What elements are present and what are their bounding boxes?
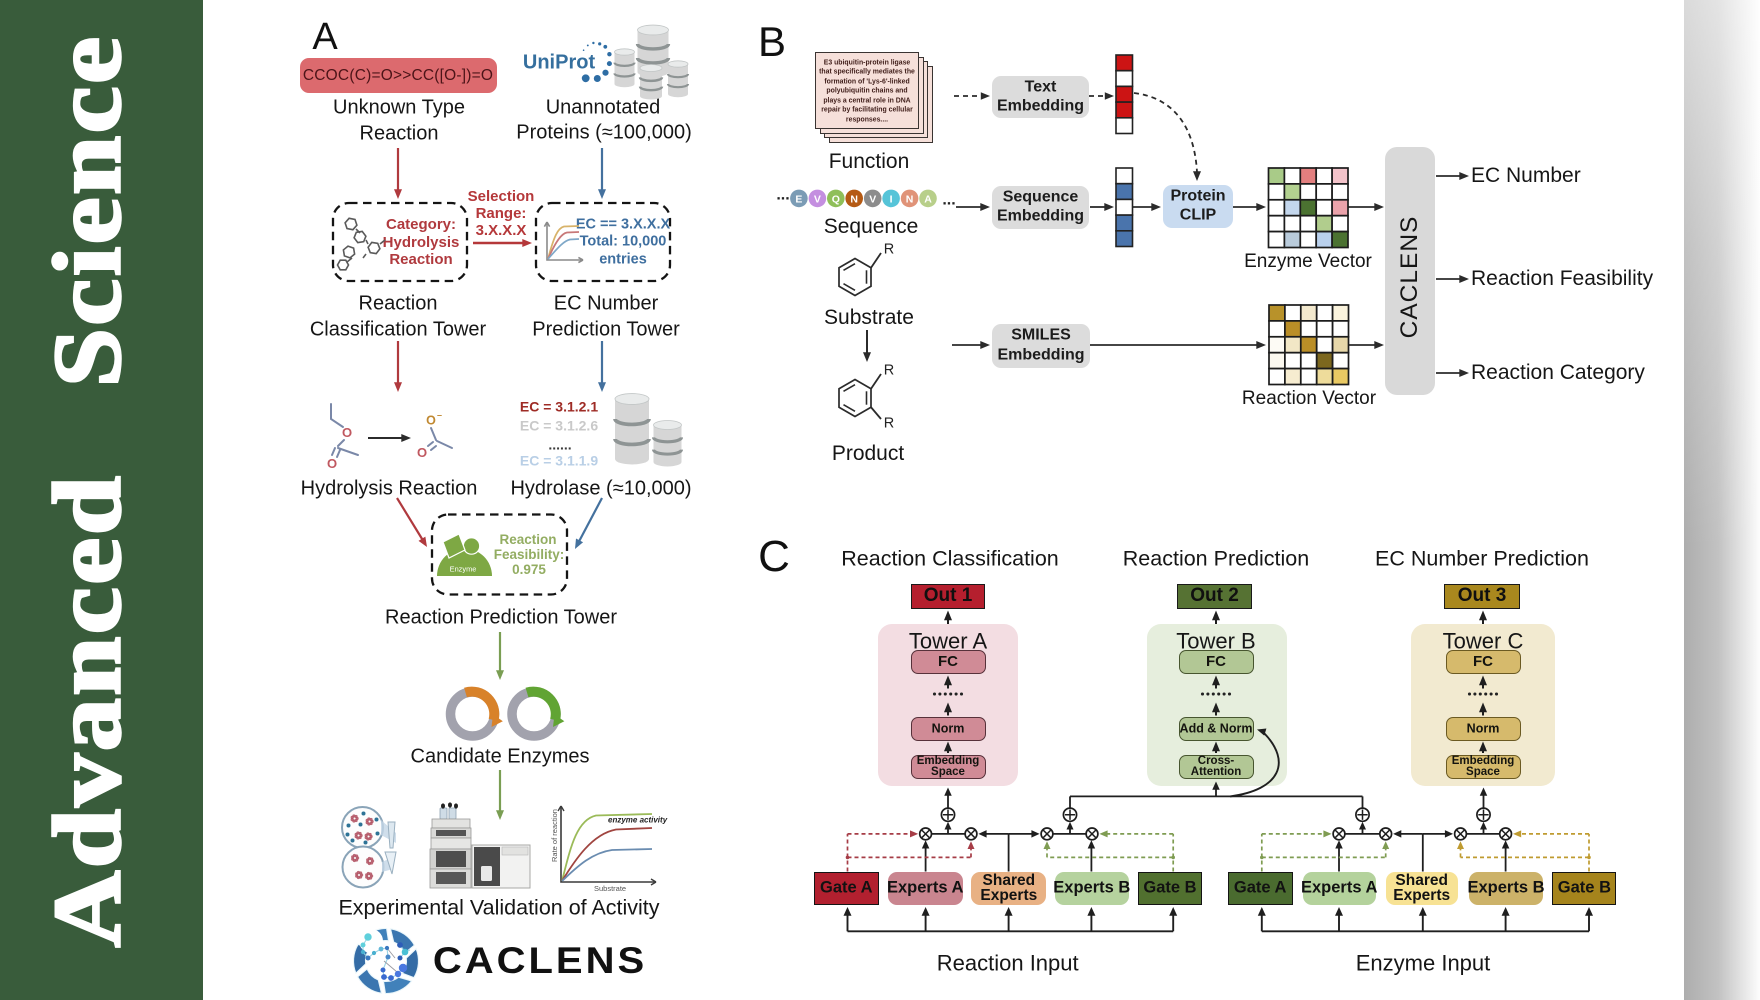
svg-text:I: I <box>890 193 893 205</box>
svg-text:enzyme activity: enzyme activity <box>608 816 668 825</box>
svg-text:Enzyme: Enzyme <box>450 565 477 574</box>
svg-text:N: N <box>906 193 914 205</box>
svg-text:Substrate: Substrate <box>594 884 626 893</box>
svg-text:N: N <box>850 193 858 205</box>
svg-text:E: E <box>795 193 802 205</box>
svg-text:V: V <box>869 193 876 205</box>
svg-text:V: V <box>814 193 821 205</box>
svg-text:–: – <box>437 410 442 420</box>
svg-text:A: A <box>924 193 932 205</box>
svg-text:Q: Q <box>832 193 840 205</box>
svg-text:Rate of reaction: Rate of reaction <box>550 809 559 862</box>
